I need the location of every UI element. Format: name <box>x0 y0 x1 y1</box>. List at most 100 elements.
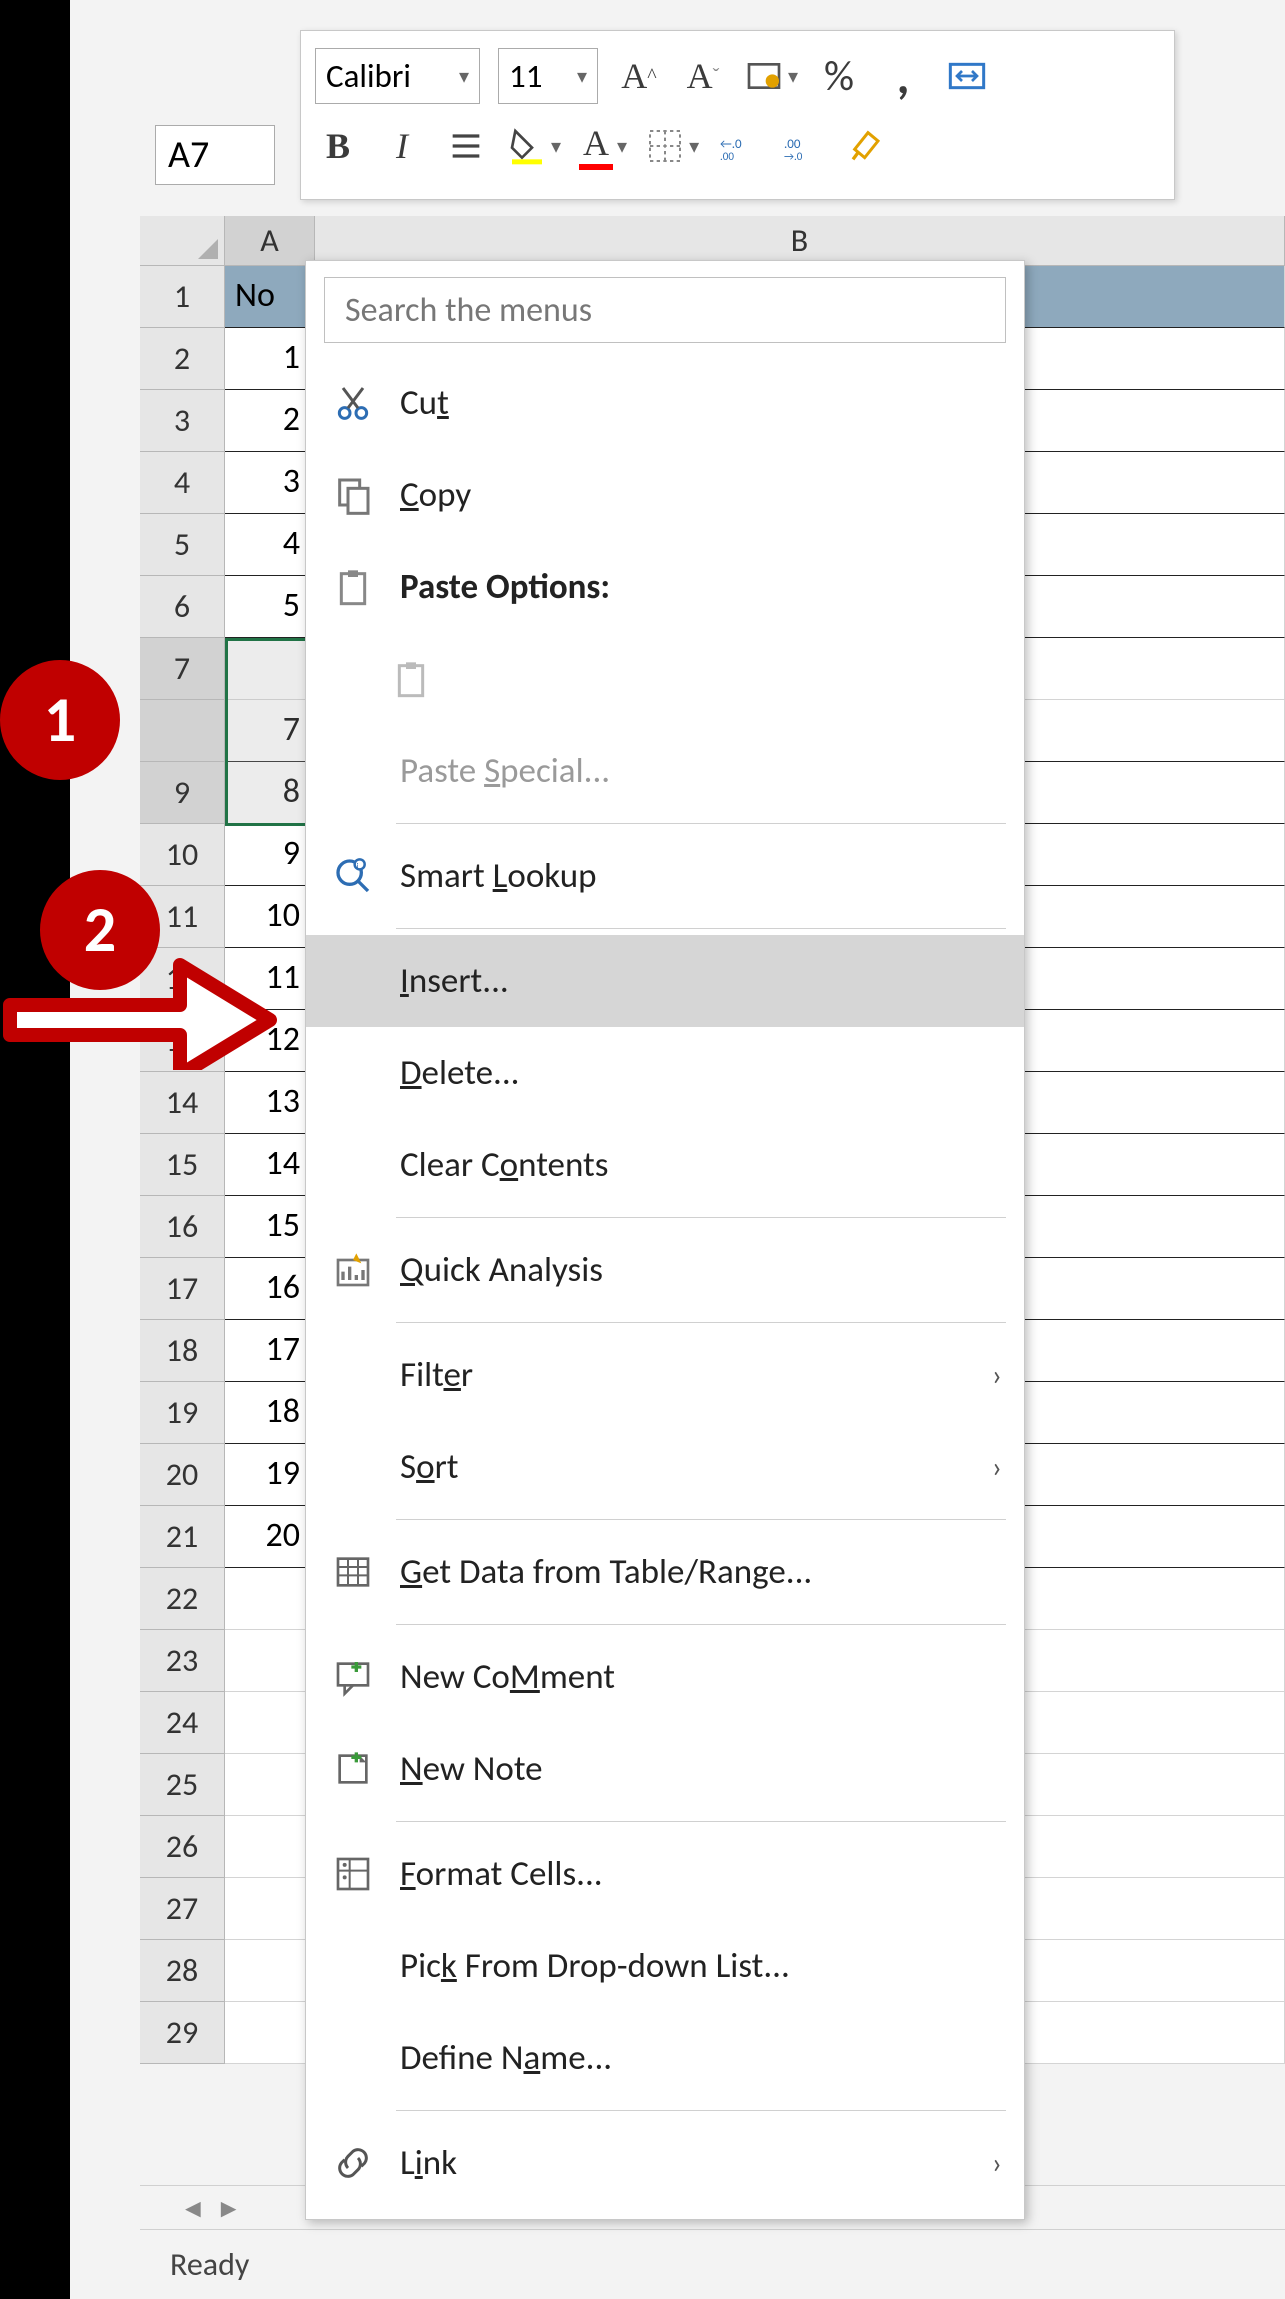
cell[interactable] <box>225 1878 315 1940</box>
row-header[interactable]: 6 <box>140 576 225 638</box>
cell[interactable]: 16 <box>225 1258 315 1320</box>
row-header[interactable]: 14 <box>140 1072 225 1134</box>
row-header[interactable]: 23 <box>140 1630 225 1692</box>
percent-icon[interactable]: % <box>816 53 862 99</box>
font-color-icon[interactable]: A ▾ <box>579 123 627 169</box>
cell[interactable]: 20 <box>225 1506 315 1568</box>
cell[interactable] <box>225 638 315 700</box>
row-header[interactable]: 5 <box>140 514 225 576</box>
menu-item-get-data-from-table-range[interactable]: Get Data from Table/Range... <box>306 1526 1024 1618</box>
menu-item-pick-from-drop-down-list[interactable]: Pick From Drop-down List... <box>306 1920 1024 2012</box>
menu-item-paste-options[interactable]: Paste Options: <box>306 541 1024 633</box>
comma-icon[interactable]: , <box>880 53 926 99</box>
menu-item-format-cells[interactable]: Format Cells... <box>306 1828 1024 1920</box>
cell[interactable] <box>225 1630 315 1692</box>
row-header[interactable]: 7 <box>140 638 225 700</box>
cell[interactable]: 10 <box>225 886 315 948</box>
row-header[interactable]: 19 <box>140 1382 225 1444</box>
menu-item-cut[interactable]: Cut <box>306 357 1024 449</box>
align-icon[interactable] <box>443 123 489 169</box>
name-box[interactable]: A7 <box>155 125 275 185</box>
cell[interactable]: 4 <box>225 514 315 576</box>
borders-icon[interactable]: ▾ <box>645 123 699 169</box>
menu-item-new-note[interactable]: New Note <box>306 1723 1024 1815</box>
cell[interactable] <box>225 2002 315 2064</box>
search-placeholder: Search the menus <box>345 290 592 331</box>
select-all-corner[interactable] <box>140 216 225 266</box>
menu-item-clear-contents[interactable]: Clear Contents <box>306 1119 1024 1211</box>
accounting-format-icon[interactable]: ▾ <box>744 53 798 99</box>
menu-item-new-comment[interactable]: New CoMment <box>306 1631 1024 1723</box>
row-header[interactable]: 27 <box>140 1878 225 1940</box>
row-header[interactable]: 29 <box>140 2002 225 2064</box>
cell[interactable]: 7 <box>225 700 315 762</box>
row-header[interactable]: 17 <box>140 1258 225 1320</box>
cell[interactable]: 19 <box>225 1444 315 1506</box>
column-header-b[interactable]: B <box>315 216 1285 266</box>
row-header[interactable]: 18 <box>140 1320 225 1382</box>
italic-icon[interactable]: I <box>379 123 425 169</box>
cell[interactable] <box>225 1568 315 1630</box>
row-header[interactable]: 26 <box>140 1816 225 1878</box>
menu-item-delete[interactable]: Delete... <box>306 1027 1024 1119</box>
cell[interactable] <box>225 1754 315 1816</box>
cell[interactable] <box>225 1692 315 1754</box>
merge-center-icon[interactable] <box>944 53 990 99</box>
cell[interactable]: 5 <box>225 576 315 638</box>
menu-item-label: New Note <box>400 1748 1002 1790</box>
menu-item-insert[interactable]: Insert... <box>306 935 1024 1027</box>
menu-item-label: Delete... <box>400 1052 1002 1094</box>
menu-item-label: Cut <box>400 382 1002 424</box>
row-header[interactable]: 4 <box>140 452 225 514</box>
font-name-select[interactable]: Calibri ▾ <box>315 48 480 104</box>
row-header[interactable]: 21 <box>140 1506 225 1568</box>
menu-item-smart-lookup[interactable]: iSmart Lookup <box>306 830 1024 922</box>
menu-item-sort[interactable]: Sort› <box>306 1421 1024 1513</box>
cell[interactable]: 3 <box>225 452 315 514</box>
cell[interactable] <box>225 1816 315 1878</box>
row-header[interactable]: 25 <box>140 1754 225 1816</box>
row-header[interactable]: 22 <box>140 1568 225 1630</box>
scroll-left-icon[interactable]: ◄ <box>180 2192 206 2224</box>
bold-icon[interactable]: B <box>315 123 361 169</box>
row-header[interactable]: 10 <box>140 824 225 886</box>
row-header[interactable]: 1 <box>140 266 225 328</box>
cell[interactable]: 1 <box>225 328 315 390</box>
menu-search-input[interactable]: Search the menus <box>324 277 1006 343</box>
font-size-select[interactable]: 11 ▾ <box>498 48 598 104</box>
cell[interactable]: 2 <box>225 390 315 452</box>
cell[interactable]: 9 <box>225 824 315 886</box>
cell[interactable] <box>225 1940 315 2002</box>
decrease-font-icon[interactable]: Aˇ <box>680 53 726 99</box>
increase-decimal-icon[interactable]: ←.0.00 <box>717 123 763 169</box>
row-header[interactable] <box>140 700 225 762</box>
cell[interactable]: No <box>225 266 315 328</box>
row-header[interactable]: 20 <box>140 1444 225 1506</box>
row-header[interactable]: 16 <box>140 1196 225 1258</box>
cell[interactable]: 8 <box>225 762 315 824</box>
row-header[interactable]: 24 <box>140 1692 225 1754</box>
menu-item-paste-icon-row <box>306 633 1024 725</box>
menu-item-label: Paste Special... <box>400 750 1002 792</box>
row-header[interactable]: 9 <box>140 762 225 824</box>
cell[interactable]: 14 <box>225 1134 315 1196</box>
decrease-decimal-icon[interactable]: .00→.0 <box>781 123 827 169</box>
cell[interactable]: 17 <box>225 1320 315 1382</box>
cell[interactable]: 15 <box>225 1196 315 1258</box>
cell[interactable]: 18 <box>225 1382 315 1444</box>
row-header[interactable]: 2 <box>140 328 225 390</box>
fill-color-icon[interactable]: ▾ <box>507 123 561 169</box>
row-header[interactable]: 15 <box>140 1134 225 1196</box>
format-painter-icon[interactable] <box>845 123 891 169</box>
menu-item-quick-analysis[interactable]: Quick Analysis <box>306 1224 1024 1316</box>
scroll-right-icon[interactable]: ► <box>216 2192 242 2224</box>
row-header[interactable]: 28 <box>140 1940 225 2002</box>
row-header[interactable]: 3 <box>140 390 225 452</box>
menu-item-link[interactable]: Link› <box>306 2117 1024 2209</box>
cell[interactable]: 13 <box>225 1072 315 1134</box>
increase-font-icon[interactable]: A^ <box>616 53 662 99</box>
column-header-a[interactable]: A <box>225 216 315 266</box>
menu-item-define-name[interactable]: Define Name... <box>306 2012 1024 2104</box>
menu-item-filter[interactable]: Filter› <box>306 1329 1024 1421</box>
menu-item-copy[interactable]: Copy <box>306 449 1024 541</box>
